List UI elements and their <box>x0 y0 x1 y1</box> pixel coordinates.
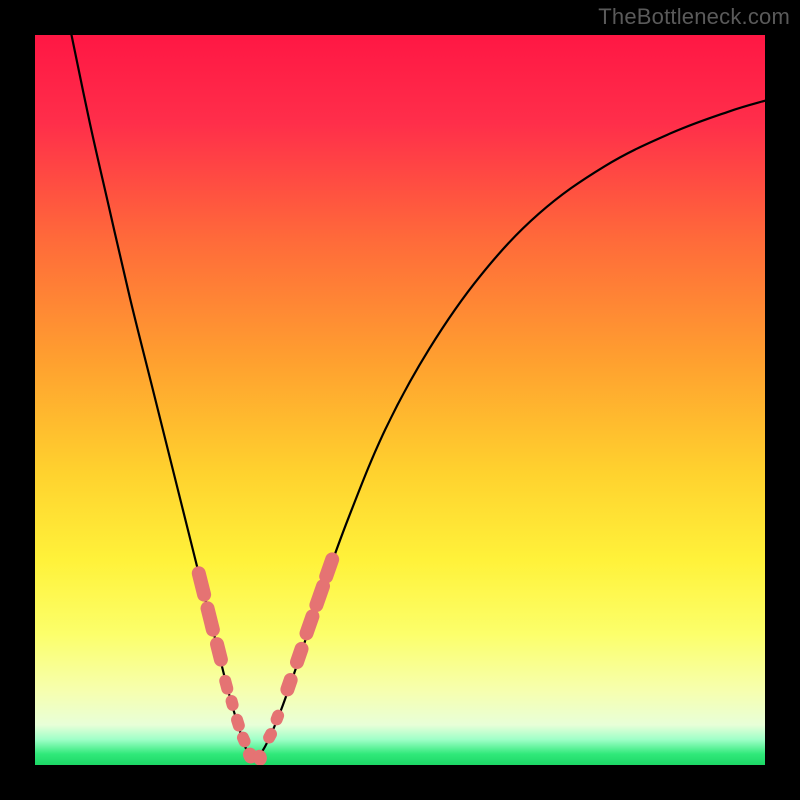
plot-svg <box>35 35 765 765</box>
watermark-text: TheBottleneck.com <box>598 4 790 30</box>
chart-container: TheBottleneck.com <box>0 0 800 800</box>
plot-area <box>35 35 765 765</box>
